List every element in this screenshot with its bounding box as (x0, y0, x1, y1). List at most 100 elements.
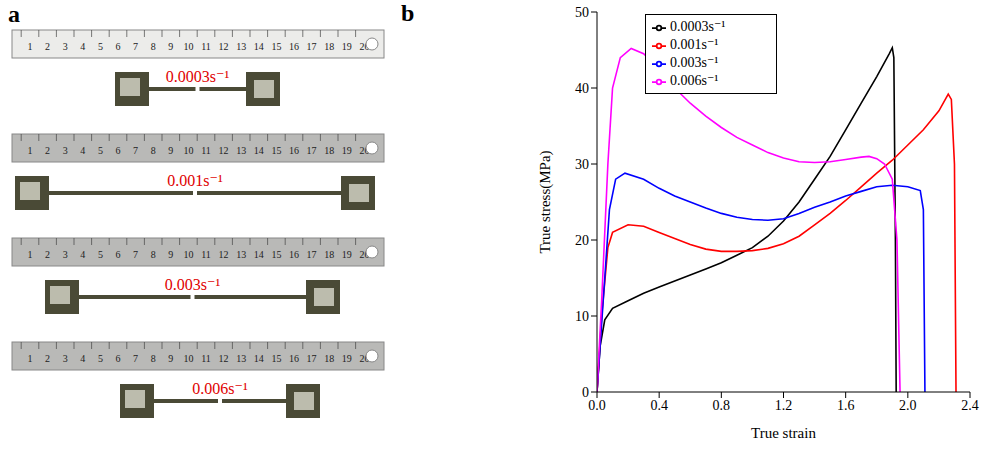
svg-text:17: 17 (307, 249, 317, 260)
svg-text:11: 11 (201, 353, 211, 364)
svg-text:5: 5 (98, 249, 103, 260)
svg-text:9: 9 (168, 145, 173, 156)
svg-text:16: 16 (289, 145, 299, 156)
html-text:0.003s⁻¹: 0.003s⁻¹ (670, 55, 719, 70)
svg-text:0.003s⁻¹: 0.003s⁻¹ (165, 276, 221, 293)
svg-text:8: 8 (151, 145, 156, 156)
svg-text:4: 4 (80, 353, 85, 364)
svg-text:9: 9 (168, 249, 173, 260)
svg-text:0: 0 (582, 385, 589, 400)
svg-text:6: 6 (116, 145, 121, 156)
svg-text:3: 3 (63, 249, 68, 260)
svg-text:12: 12 (219, 249, 229, 260)
svg-text:9: 9 (168, 353, 173, 364)
svg-text:2: 2 (45, 41, 50, 52)
svg-text:1: 1 (28, 145, 33, 156)
svg-text:1.6: 1.6 (837, 398, 855, 413)
svg-text:a: a (8, 1, 20, 27)
svg-text:2: 2 (45, 249, 50, 260)
svg-text:15: 15 (271, 353, 281, 364)
svg-text:13: 13 (236, 145, 246, 156)
svg-text:1: 1 (28, 41, 33, 52)
svg-text:2.0: 2.0 (899, 398, 917, 413)
svg-text:16: 16 (289, 353, 299, 364)
svg-text:4: 4 (80, 249, 85, 260)
svg-text:1: 1 (28, 353, 33, 364)
svg-text:19: 19 (342, 41, 352, 52)
svg-text:8: 8 (151, 41, 156, 52)
svg-text:7: 7 (133, 353, 138, 364)
svg-text:12: 12 (219, 353, 229, 364)
svg-text:15: 15 (271, 145, 281, 156)
svg-text:9: 9 (168, 41, 173, 52)
svg-text:10: 10 (183, 249, 193, 260)
svg-text:1: 1 (28, 249, 33, 260)
svg-text:40: 40 (575, 81, 589, 96)
svg-text:12: 12 (219, 145, 229, 156)
svg-text:16: 16 (289, 249, 299, 260)
svg-text:7: 7 (133, 41, 138, 52)
svg-text:3: 3 (63, 353, 68, 364)
svg-text:16: 16 (289, 41, 299, 52)
html-text:0.006s⁻¹: 0.006s⁻¹ (670, 73, 719, 88)
svg-text:18: 18 (324, 145, 334, 156)
svg-text:19: 19 (342, 145, 352, 156)
svg-text:6: 6 (116, 249, 121, 260)
svg-text:17: 17 (307, 353, 317, 364)
svg-text:15: 15 (271, 249, 281, 260)
svg-text:0.8: 0.8 (713, 398, 731, 413)
svg-text:10: 10 (183, 41, 193, 52)
svg-text:14: 14 (254, 249, 264, 260)
svg-text:7: 7 (133, 145, 138, 156)
svg-text:6: 6 (116, 353, 121, 364)
svg-text:2.4: 2.4 (961, 398, 979, 413)
svg-text:7: 7 (133, 249, 138, 260)
svg-text:5: 5 (98, 41, 103, 52)
html-text:0.001s⁻¹: 0.001s⁻¹ (670, 37, 719, 52)
svg-text:13: 13 (236, 249, 246, 260)
svg-text:19: 19 (342, 249, 352, 260)
svg-text:17: 17 (307, 145, 317, 156)
svg-text:0.4: 0.4 (650, 398, 668, 413)
svg-text:14: 14 (254, 145, 264, 156)
svg-text:2: 2 (45, 145, 50, 156)
svg-text:True strain: True strain (751, 425, 816, 441)
svg-text:10: 10 (183, 353, 193, 364)
svg-text:11: 11 (201, 41, 211, 52)
svg-text:18: 18 (324, 41, 334, 52)
svg-text:50: 50 (575, 5, 589, 20)
svg-text:10: 10 (183, 145, 193, 156)
svg-text:3: 3 (63, 145, 68, 156)
svg-text:11: 11 (201, 145, 211, 156)
svg-text:0.0: 0.0 (588, 398, 606, 413)
svg-text:13: 13 (236, 353, 246, 364)
svg-text:18: 18 (324, 353, 334, 364)
svg-text:10: 10 (575, 309, 589, 324)
svg-text:0.0003s⁻¹: 0.0003s⁻¹ (166, 68, 230, 85)
svg-text:17: 17 (307, 41, 317, 52)
svg-text:True stress(MPa): True stress(MPa) (537, 150, 554, 253)
svg-text:18: 18 (324, 249, 334, 260)
svg-text:0.001s⁻¹: 0.001s⁻¹ (167, 172, 223, 189)
svg-text:14: 14 (254, 353, 264, 364)
svg-text:1.2: 1.2 (775, 398, 793, 413)
svg-text:5: 5 (98, 145, 103, 156)
svg-text:11: 11 (201, 249, 211, 260)
svg-text:19: 19 (342, 353, 352, 364)
svg-text:6: 6 (116, 41, 121, 52)
svg-text:0.006s⁻¹: 0.006s⁻¹ (192, 380, 248, 397)
svg-text:15: 15 (271, 41, 281, 52)
html-text:0.0003s⁻¹: 0.0003s⁻¹ (670, 19, 726, 34)
svg-text:8: 8 (151, 353, 156, 364)
svg-text:14: 14 (254, 41, 264, 52)
svg-text:5: 5 (98, 353, 103, 364)
svg-text:3: 3 (63, 41, 68, 52)
svg-text:4: 4 (80, 145, 85, 156)
svg-text:13: 13 (236, 41, 246, 52)
svg-text:4: 4 (80, 41, 85, 52)
svg-text:2: 2 (45, 353, 50, 364)
svg-text:30: 30 (575, 157, 589, 172)
svg-text:20: 20 (575, 233, 589, 248)
svg-text:8: 8 (151, 249, 156, 260)
svg-text:12: 12 (219, 41, 229, 52)
